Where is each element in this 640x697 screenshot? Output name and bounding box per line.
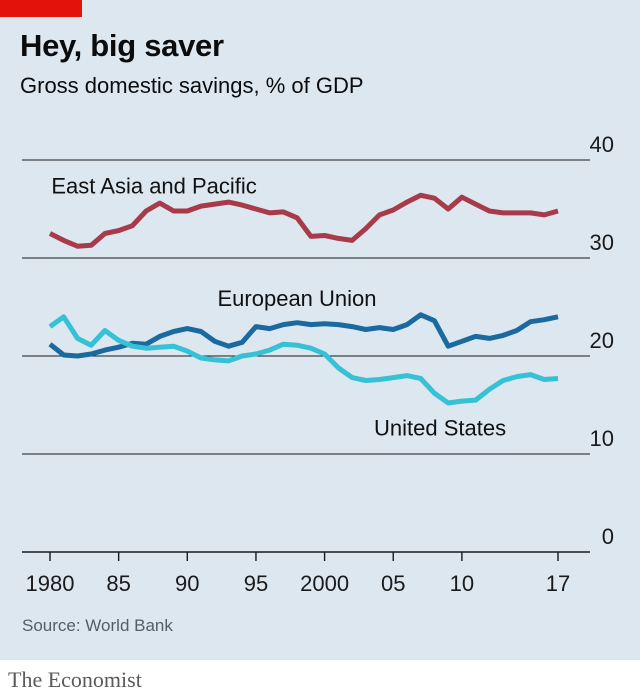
x-tick-label-10: 10 <box>450 571 474 596</box>
x-tick-label-85: 85 <box>106 571 130 596</box>
x-tick-label-05: 05 <box>381 571 405 596</box>
y-tick-label-0: 0 <box>602 524 614 549</box>
y-tick-label-20: 20 <box>590 328 614 353</box>
series-line-european-union <box>48 312 559 359</box>
axes: 0 10 20 30 40 1980 85 90 95 2000 05 10 17 <box>26 132 614 596</box>
series-labels: East Asia and Pacific European Union Unite… <box>51 173 506 440</box>
x-tick-label-2000: 2000 <box>300 571 349 596</box>
series-line-east-asia-and-pacific <box>48 192 559 249</box>
publisher-brand: The Economist <box>8 667 142 692</box>
y-tick-label-30: 30 <box>590 230 614 255</box>
series-label-united-states: United States <box>374 415 506 440</box>
x-tick-label-17: 17 <box>546 571 570 596</box>
series-line-united-states <box>48 314 559 406</box>
chart-subtitle: Gross domestic savings, % of GDP <box>20 73 364 98</box>
footer-band <box>0 660 640 697</box>
series-lines <box>48 192 559 406</box>
series-label-european-union: European Union <box>218 286 377 311</box>
source-note: Source: World Bank <box>22 616 173 635</box>
y-tick-label-10: 10 <box>590 426 614 451</box>
x-tick-label-1980: 1980 <box>26 571 75 596</box>
gridlines <box>22 159 590 553</box>
series-label-east-asia-and-pacific: East Asia and Pacific <box>51 173 256 198</box>
y-tick-label-40: 40 <box>590 132 614 157</box>
x-tick-label-90: 90 <box>175 571 199 596</box>
x-tick-label-95: 95 <box>244 571 268 596</box>
brand-red-tag <box>0 0 82 17</box>
chart-title: Hey, big saver <box>20 28 224 63</box>
